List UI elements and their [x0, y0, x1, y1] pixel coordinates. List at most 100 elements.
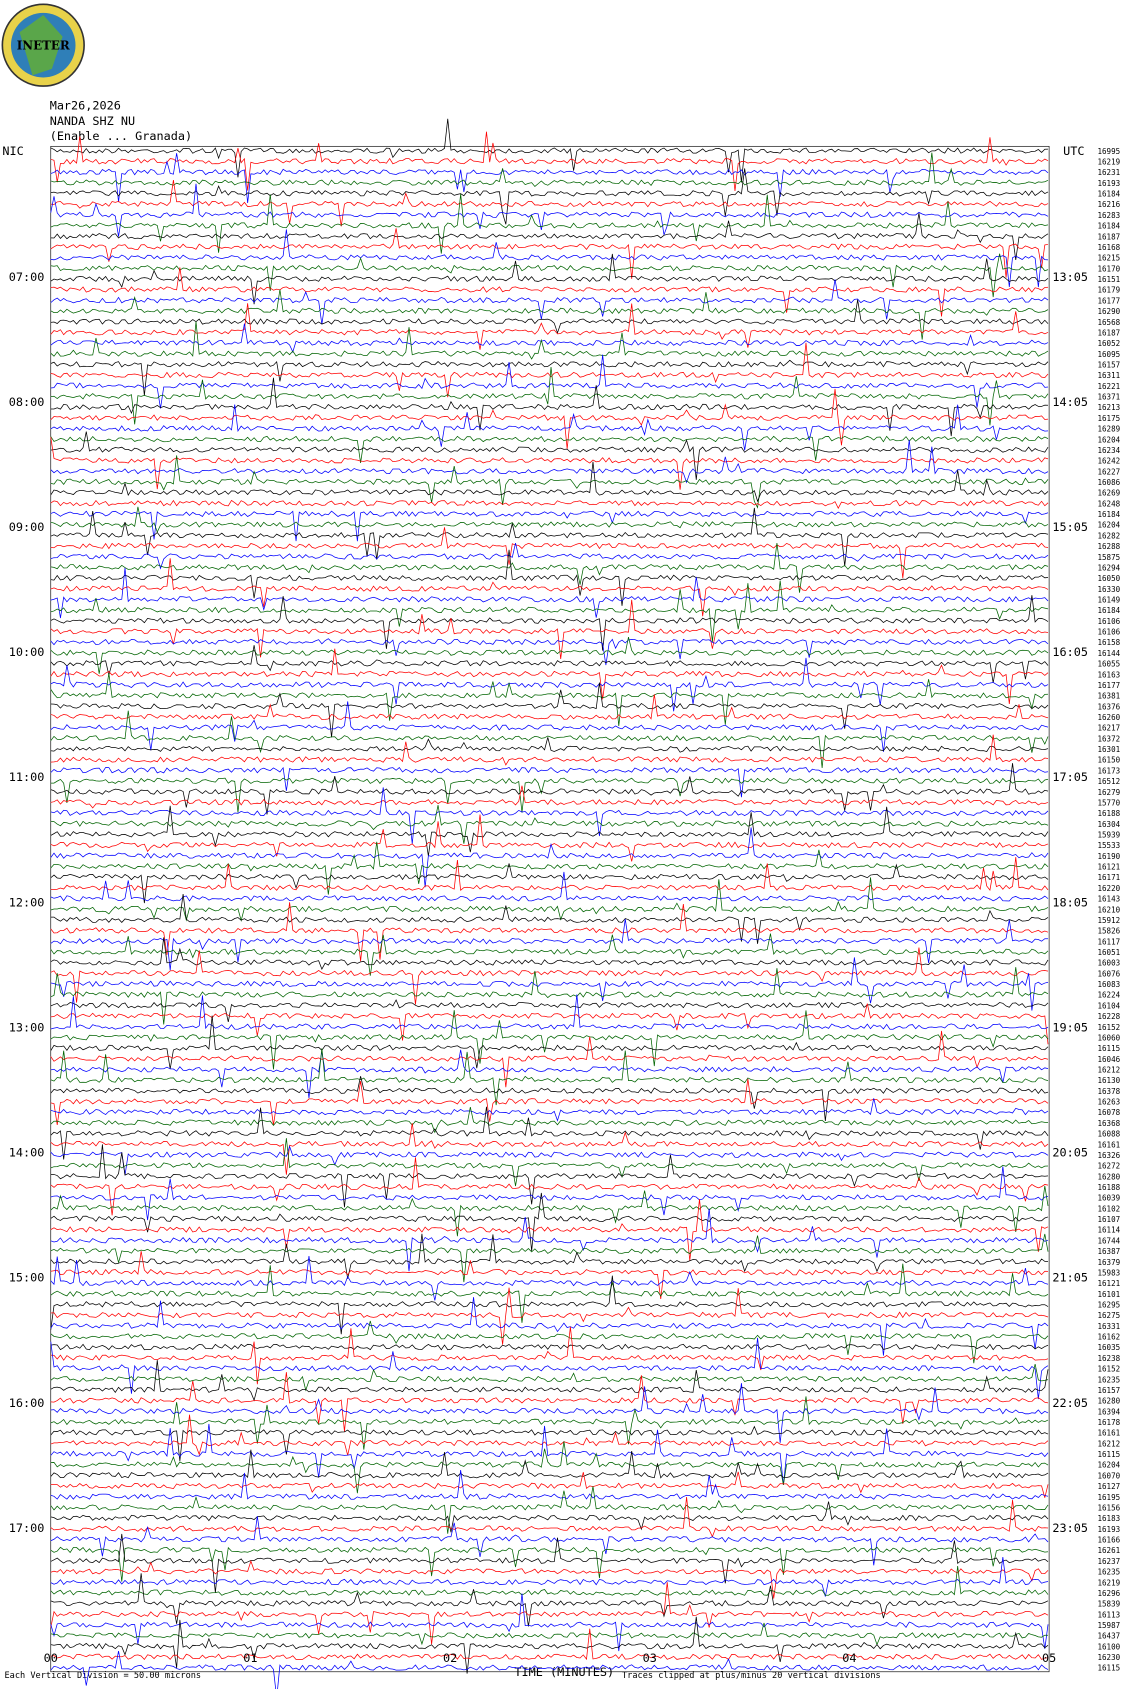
trace-count: 16051	[1098, 948, 1121, 957]
trace-count: 16184	[1098, 510, 1121, 519]
trace	[50, 435, 1049, 463]
trace	[50, 933, 1049, 976]
clip-note: Traces clipped at plus/minus 20 vertical…	[622, 1671, 881, 1681]
trace-count: 16117	[1098, 937, 1121, 946]
trace	[50, 902, 1049, 962]
trace	[50, 1157, 1049, 1216]
trace	[50, 183, 1049, 237]
trace-count: 16177	[1098, 296, 1121, 305]
trace-count: 16115	[1098, 1044, 1121, 1053]
trace	[50, 499, 1049, 510]
trace	[50, 168, 1049, 225]
trace-count: 16188	[1098, 809, 1121, 818]
trace	[50, 1015, 1049, 1069]
trace-count: 16212	[1098, 1066, 1121, 1075]
trace	[50, 404, 1049, 451]
trace-count: 16162	[1098, 1333, 1121, 1342]
trace-count: 16178	[1098, 1418, 1121, 1427]
trace-count: 15983	[1098, 1268, 1121, 1277]
trace	[50, 638, 1049, 666]
trace-count: 16173	[1098, 766, 1121, 775]
trace	[50, 507, 1049, 567]
trace	[50, 367, 1049, 426]
trace-count: 16121	[1098, 1279, 1121, 1288]
minute-label: 03	[643, 1651, 657, 1665]
trace	[50, 1144, 1049, 1208]
trace-count: 16195	[1098, 1493, 1121, 1502]
plot-frame	[50, 145, 1050, 1673]
trace	[50, 1010, 1049, 1070]
trace-count: 16330	[1098, 585, 1121, 594]
trace	[50, 785, 1049, 809]
trace	[50, 1078, 1049, 1126]
trace-count: 16235	[1098, 1568, 1121, 1577]
trace	[50, 321, 1049, 360]
trace-count: 15987	[1098, 1621, 1121, 1630]
trace	[50, 805, 1049, 844]
trace-count: 16217	[1098, 724, 1121, 733]
trace	[50, 377, 1049, 437]
trace-count: 16204	[1098, 521, 1121, 530]
right-hour-label: 22:05	[1052, 1396, 1088, 1410]
trace	[50, 1343, 1049, 1351]
trace	[50, 1199, 1049, 1261]
trace-count: 15939	[1098, 830, 1121, 839]
trace	[50, 1449, 1049, 1479]
trace-count: 16234	[1098, 446, 1121, 455]
trace-count: 16106	[1098, 617, 1121, 626]
trace	[50, 1287, 1049, 1345]
trace	[50, 673, 1049, 726]
trace	[50, 863, 1049, 904]
station: NANDA SHZ NU	[50, 114, 135, 128]
trace	[50, 153, 1049, 204]
trace-count: 16272	[1098, 1162, 1121, 1171]
scale-note: Each Vertical Division = 50.00 microns	[5, 1671, 202, 1681]
trace	[50, 527, 1049, 579]
left-hour-label: 16:00	[9, 1396, 45, 1410]
trace	[50, 787, 1049, 844]
trace	[50, 194, 1049, 254]
trace-count: 16107	[1098, 1215, 1121, 1224]
trace-count: 16280	[1098, 1397, 1121, 1406]
trace-count: 16289	[1098, 425, 1121, 434]
trace	[50, 918, 1049, 971]
trace-count: 16295	[1098, 1301, 1121, 1310]
trace	[50, 303, 1049, 350]
trace-count: 15533	[1098, 841, 1121, 850]
trace	[50, 871, 1049, 902]
logo-text: INETER	[17, 38, 70, 52]
trace-count: 16248	[1098, 499, 1121, 508]
trace	[50, 359, 1049, 396]
trace-count: 16052	[1098, 339, 1121, 348]
trace-count: 16171	[1098, 873, 1121, 882]
trace-count: 16304	[1098, 820, 1121, 829]
trace	[50, 827, 1049, 888]
trace	[50, 1255, 1049, 1301]
left-hour-label: 17:00	[9, 1521, 45, 1535]
trace-count: 16101	[1098, 1290, 1121, 1299]
trace	[50, 737, 1049, 753]
trace-count: 16279	[1098, 788, 1121, 797]
right-title: UTC	[1063, 144, 1084, 158]
left-hour-label: 13:00	[9, 1020, 45, 1034]
date: Mar26,2026	[50, 99, 121, 113]
trace-count: 15826	[1098, 927, 1121, 936]
trace	[50, 937, 1049, 970]
trace	[50, 1470, 1049, 1500]
traces	[50, 118, 1050, 1689]
trace-count: 16294	[1098, 563, 1121, 572]
trace	[50, 947, 1049, 1005]
trace	[50, 567, 1049, 619]
trace-count: 15912	[1098, 916, 1121, 925]
trace-count: 16188	[1098, 1183, 1121, 1192]
trace-count: 16184	[1098, 190, 1121, 199]
trace	[50, 253, 1049, 305]
minute-label: 04	[842, 1651, 856, 1665]
trace-count: 16283	[1098, 211, 1121, 220]
trace-count: 16175	[1098, 414, 1121, 423]
trace-count: 16213	[1098, 403, 1121, 412]
left-hour-label: 11:00	[9, 770, 45, 784]
trace-count: 16183	[1098, 1514, 1121, 1523]
trace-count: 16378	[1098, 1087, 1121, 1096]
